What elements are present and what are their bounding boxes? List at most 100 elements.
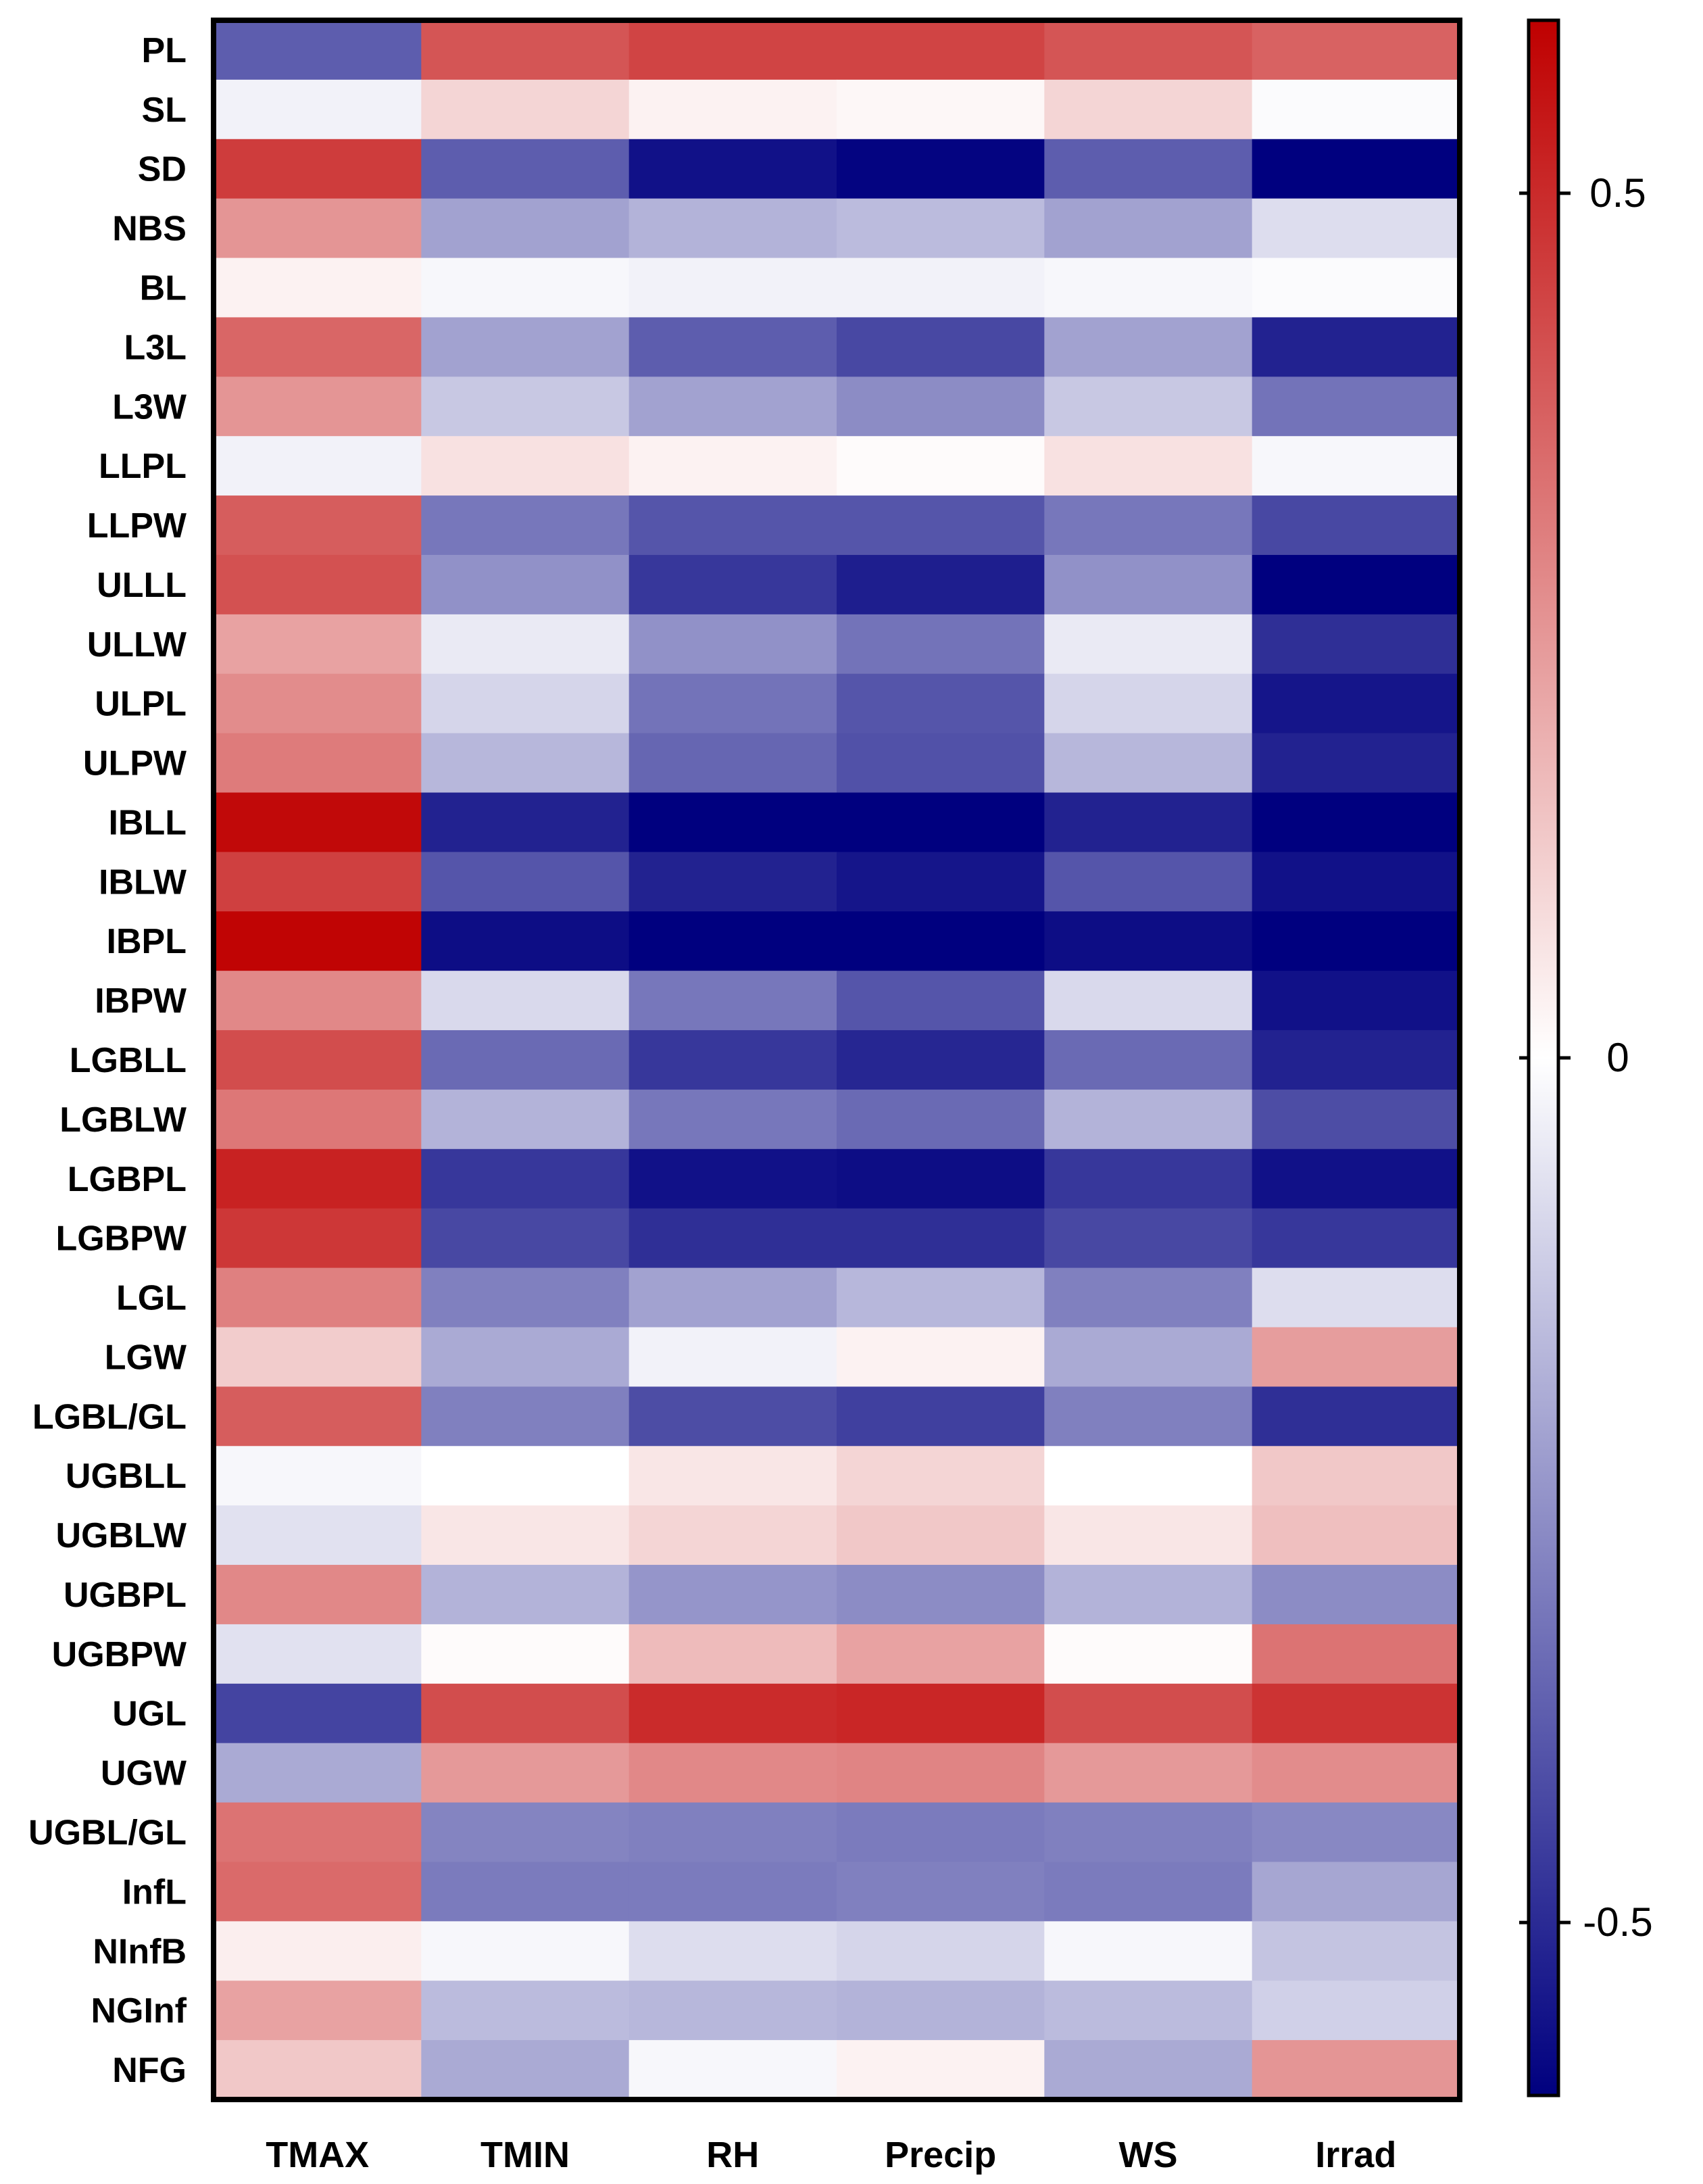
heatmap-cell <box>1252 495 1460 556</box>
heatmap-cell <box>1252 673 1460 734</box>
row-label: ULPL <box>95 685 187 724</box>
row-label: NGInf <box>91 1991 187 2031</box>
heatmap-cell <box>1252 1565 1460 1625</box>
heatmap-cell <box>628 852 837 912</box>
heatmap-cell <box>1252 258 1460 318</box>
heatmap-cell <box>1252 1743 1460 1803</box>
heatmap-cell <box>421 317 630 377</box>
heatmap-cell <box>421 1148 630 1209</box>
heatmap-cell <box>628 673 837 734</box>
heatmap-cell <box>214 1743 422 1803</box>
heatmap-cell <box>214 2040 422 2100</box>
heatmap-cell <box>1044 1505 1253 1566</box>
heatmap-cell <box>1044 614 1253 675</box>
heatmap-cell <box>214 792 422 852</box>
heatmap-cell <box>421 971 630 1031</box>
heatmap-cell <box>628 495 837 556</box>
heatmap-cell <box>421 1921 630 1981</box>
heatmap-cell <box>1252 1683 1460 1744</box>
heatmap-cells <box>214 20 1460 2100</box>
heatmap-cell <box>1252 1862 1460 1922</box>
row-label: UGBL/GL <box>28 1814 187 1853</box>
heatmap-cell <box>1044 317 1253 377</box>
heatmap-cell <box>628 1208 837 1269</box>
heatmap-cell <box>628 1802 837 1863</box>
heatmap-cell <box>628 139 837 199</box>
heatmap-cell <box>628 911 837 971</box>
column-labels: TMAX TMIN RH Precip WS Irrad <box>266 2135 1396 2175</box>
colorbar-gradient <box>1527 18 1560 2097</box>
heatmap-cell <box>837 20 1045 80</box>
heatmap-cell <box>628 79 837 140</box>
heatmap-cell <box>1252 1089 1460 1150</box>
column-label: Precip <box>885 2135 996 2175</box>
row-label: InfL <box>122 1872 187 1912</box>
heatmap-cell <box>628 2040 837 2100</box>
row-label: UGBPW <box>52 1635 187 1674</box>
heatmap-cell <box>628 436 837 496</box>
heatmap-cell <box>1252 852 1460 912</box>
column-label: TMAX <box>266 2135 369 2175</box>
heatmap-cell <box>214 1030 422 1090</box>
heatmap-cell <box>214 495 422 556</box>
heatmap-cell <box>1252 1030 1460 1090</box>
heatmap-cell <box>1252 317 1460 377</box>
heatmap-cell <box>421 1089 630 1150</box>
row-label: LGBLW <box>59 1100 187 1140</box>
heatmap-cell <box>1252 792 1460 852</box>
heatmap-cell <box>421 614 630 675</box>
heatmap-cell <box>1252 733 1460 794</box>
heatmap-cell <box>837 554 1045 615</box>
heatmap-cell <box>1044 554 1253 615</box>
heatmap-cell <box>837 1446 1045 1506</box>
heatmap-cell <box>1044 1386 1253 1447</box>
heatmap-cell <box>421 1386 630 1447</box>
column-label: WS <box>1119 2135 1178 2175</box>
heatmap-cell <box>1252 1267 1460 1328</box>
heatmap-cell <box>421 1327 630 1387</box>
heatmap-cell <box>1252 436 1460 496</box>
heatmap-cell <box>628 614 837 675</box>
row-label: L3W <box>112 387 187 427</box>
heatmap-cell <box>628 1267 837 1328</box>
heatmap-cell <box>214 1921 422 1981</box>
row-label: ULLL <box>97 566 187 605</box>
heatmap-cell <box>837 198 1045 259</box>
heatmap-cell <box>1044 139 1253 199</box>
heatmap-cell <box>421 198 630 259</box>
heatmap-cell <box>837 258 1045 318</box>
heatmap-cell <box>837 377 1045 437</box>
heatmap-cell <box>214 1683 422 1744</box>
heatmap-cell <box>837 79 1045 140</box>
heatmap-cell <box>214 971 422 1031</box>
heatmap-cell <box>1044 911 1253 971</box>
heatmap-cell <box>837 436 1045 496</box>
row-label: BL <box>140 269 187 308</box>
heatmap-cell <box>214 1148 422 1209</box>
heatmap-cell <box>421 1862 630 1922</box>
heatmap-cell <box>837 1565 1045 1625</box>
heatmap-cell <box>1252 1208 1460 1269</box>
heatmap-cell <box>421 673 630 734</box>
heatmap-cell <box>1044 971 1253 1031</box>
heatmap-cell <box>628 1624 837 1684</box>
heatmap-cell <box>214 1565 422 1625</box>
heatmap-cell <box>628 258 837 318</box>
heatmap-cell <box>837 911 1045 971</box>
heatmap-cell <box>1252 198 1460 259</box>
heatmap-cell <box>421 20 630 80</box>
row-label: IBPL <box>107 922 187 961</box>
heatmap-cell <box>214 377 422 437</box>
plot-frame <box>211 18 1462 2102</box>
heatmap-cell <box>837 1208 1045 1269</box>
heatmap-cell <box>628 1743 837 1803</box>
heatmap-cell <box>1252 2040 1460 2100</box>
heatmap-cell <box>837 1862 1045 1922</box>
colorbar: 0.5 0 -0.5 <box>1519 18 1653 2097</box>
heatmap-cell <box>421 377 630 437</box>
heatmap-cell <box>214 554 422 615</box>
heatmap-cell <box>1044 258 1253 318</box>
heatmap-cell <box>1252 1148 1460 1209</box>
row-label: UGW <box>101 1754 187 1793</box>
